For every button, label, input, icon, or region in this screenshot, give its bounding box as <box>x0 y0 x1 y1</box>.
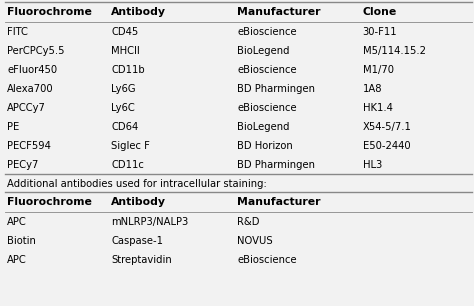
Text: 30-F11: 30-F11 <box>363 27 397 37</box>
Text: R&D: R&D <box>237 217 259 227</box>
Text: eFluor450: eFluor450 <box>7 65 57 75</box>
Text: Siglec F: Siglec F <box>111 141 150 151</box>
Text: BD Pharmingen: BD Pharmingen <box>237 160 315 170</box>
Text: 1A8: 1A8 <box>363 84 382 94</box>
Text: M1/70: M1/70 <box>363 65 393 75</box>
Text: CD45: CD45 <box>111 27 138 37</box>
Text: Manufacturer: Manufacturer <box>237 7 320 17</box>
Text: Fluorochrome: Fluorochrome <box>7 7 92 17</box>
Text: PE: PE <box>7 122 19 132</box>
Text: HL3: HL3 <box>363 160 382 170</box>
Text: BD Pharmingen: BD Pharmingen <box>237 84 315 94</box>
Text: Antibody: Antibody <box>111 7 166 17</box>
Text: PerCPCy5.5: PerCPCy5.5 <box>7 46 64 56</box>
Text: CD64: CD64 <box>111 122 138 132</box>
Text: CD11b: CD11b <box>111 65 145 75</box>
Text: Manufacturer: Manufacturer <box>237 197 320 207</box>
Text: APCCy7: APCCy7 <box>7 103 46 113</box>
Text: Alexa700: Alexa700 <box>7 84 54 94</box>
Text: Streptavidin: Streptavidin <box>111 255 172 265</box>
Text: NOVUS: NOVUS <box>237 236 273 246</box>
Text: BioLegend: BioLegend <box>237 46 290 56</box>
Text: Additional antibodies used for intracellular staining:: Additional antibodies used for intracell… <box>7 179 267 189</box>
Text: eBioscience: eBioscience <box>237 65 297 75</box>
Text: BioLegend: BioLegend <box>237 122 290 132</box>
Text: X54-5/7.1: X54-5/7.1 <box>363 122 411 132</box>
Text: eBioscience: eBioscience <box>237 255 297 265</box>
Text: Clone: Clone <box>363 7 397 17</box>
Text: BD Horizon: BD Horizon <box>237 141 293 151</box>
Text: eBioscience: eBioscience <box>237 27 297 37</box>
Text: MHCII: MHCII <box>111 46 140 56</box>
Text: Fluorochrome: Fluorochrome <box>7 197 92 207</box>
Text: Ly6C: Ly6C <box>111 103 135 113</box>
Text: HK1.4: HK1.4 <box>363 103 392 113</box>
Text: Caspase-1: Caspase-1 <box>111 236 164 246</box>
Text: mNLRP3/NALP3: mNLRP3/NALP3 <box>111 217 189 227</box>
Text: APC: APC <box>7 217 27 227</box>
Text: FITC: FITC <box>7 27 28 37</box>
Text: CD11c: CD11c <box>111 160 144 170</box>
Text: Antibody: Antibody <box>111 197 166 207</box>
Text: M5/114.15.2: M5/114.15.2 <box>363 46 426 56</box>
Text: PECy7: PECy7 <box>7 160 38 170</box>
Text: Biotin: Biotin <box>7 236 36 246</box>
Text: eBioscience: eBioscience <box>237 103 297 113</box>
Text: PECF594: PECF594 <box>7 141 51 151</box>
Text: Ly6G: Ly6G <box>111 84 136 94</box>
Text: APC: APC <box>7 255 27 265</box>
Text: E50-2440: E50-2440 <box>363 141 410 151</box>
